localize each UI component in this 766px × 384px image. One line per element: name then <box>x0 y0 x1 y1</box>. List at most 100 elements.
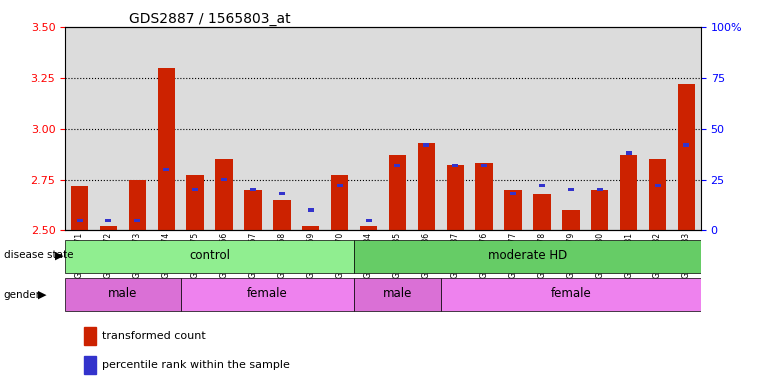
Bar <box>100 226 117 230</box>
Bar <box>412 27 440 230</box>
Bar <box>481 164 487 167</box>
Bar <box>250 188 256 191</box>
Bar <box>181 27 210 230</box>
Bar <box>614 27 643 230</box>
Text: percentile rank within the sample: percentile rank within the sample <box>102 360 290 370</box>
Bar <box>84 356 96 374</box>
Bar <box>499 27 528 230</box>
Bar <box>181 278 354 311</box>
Bar <box>65 278 181 311</box>
Bar <box>71 185 88 230</box>
Bar <box>672 27 701 230</box>
Bar <box>331 175 349 230</box>
Bar <box>354 27 383 230</box>
Bar <box>643 27 672 230</box>
Bar <box>210 27 238 230</box>
Bar <box>556 27 585 230</box>
Bar <box>106 218 112 222</box>
Bar <box>528 27 556 230</box>
Bar <box>568 188 574 191</box>
Text: male: male <box>108 288 138 301</box>
Bar <box>440 27 470 230</box>
Bar <box>134 218 140 222</box>
Bar <box>470 27 499 230</box>
Bar <box>84 326 96 345</box>
Bar <box>597 188 603 191</box>
Bar <box>279 192 285 195</box>
Bar <box>152 27 181 230</box>
Text: female: female <box>247 288 288 301</box>
Bar <box>470 27 499 230</box>
Bar <box>273 200 290 230</box>
Bar <box>221 178 227 181</box>
Bar <box>210 27 238 230</box>
Bar <box>302 226 319 230</box>
Bar <box>77 218 83 222</box>
Bar <box>678 84 695 230</box>
Bar <box>643 27 672 230</box>
Bar <box>326 27 354 230</box>
Bar <box>683 143 689 147</box>
Text: transformed count: transformed count <box>102 331 206 341</box>
Bar <box>354 278 440 311</box>
Bar <box>539 184 545 187</box>
Bar <box>383 27 412 230</box>
Bar <box>238 27 267 230</box>
Bar <box>591 190 608 230</box>
Bar <box>308 209 314 212</box>
Bar <box>65 27 94 230</box>
Bar <box>123 27 152 230</box>
Bar <box>447 165 464 230</box>
Bar <box>394 164 401 167</box>
Bar <box>510 192 516 195</box>
Bar <box>152 27 181 230</box>
Bar <box>123 27 152 230</box>
Bar <box>556 27 585 230</box>
Bar <box>562 210 580 230</box>
Text: female: female <box>551 288 591 301</box>
Bar <box>533 194 551 230</box>
Bar <box>238 27 267 230</box>
Text: male: male <box>383 288 412 301</box>
Text: ▶: ▶ <box>55 250 64 260</box>
Bar <box>476 163 493 230</box>
Bar <box>65 27 94 230</box>
Bar <box>383 27 412 230</box>
Bar <box>585 27 614 230</box>
Bar <box>620 155 637 230</box>
Bar <box>354 240 701 273</box>
Bar <box>417 143 435 230</box>
Text: GDS2887 / 1565803_at: GDS2887 / 1565803_at <box>129 12 290 26</box>
Text: control: control <box>189 249 230 262</box>
Bar <box>244 190 262 230</box>
Text: gender: gender <box>4 290 41 300</box>
Bar <box>389 155 406 230</box>
Bar <box>158 68 175 230</box>
Bar <box>528 27 556 230</box>
Bar <box>181 27 210 230</box>
Bar <box>499 27 528 230</box>
Bar <box>649 159 666 230</box>
Bar <box>186 175 204 230</box>
Bar <box>192 188 198 191</box>
Bar <box>672 27 701 230</box>
Bar <box>326 27 354 230</box>
Bar <box>94 27 123 230</box>
Bar <box>626 151 632 155</box>
Bar <box>267 27 296 230</box>
Text: moderate HD: moderate HD <box>488 249 567 262</box>
Bar <box>654 184 660 187</box>
Bar <box>267 27 296 230</box>
Text: ▶: ▶ <box>38 290 47 300</box>
Bar <box>614 27 643 230</box>
Bar <box>296 27 326 230</box>
Bar <box>296 27 326 230</box>
Bar <box>365 218 372 222</box>
Bar <box>452 164 458 167</box>
Bar <box>94 27 123 230</box>
Bar <box>424 143 430 147</box>
Text: disease state: disease state <box>4 250 74 260</box>
Bar <box>163 168 169 171</box>
Bar <box>440 278 701 311</box>
Bar <box>354 27 383 230</box>
